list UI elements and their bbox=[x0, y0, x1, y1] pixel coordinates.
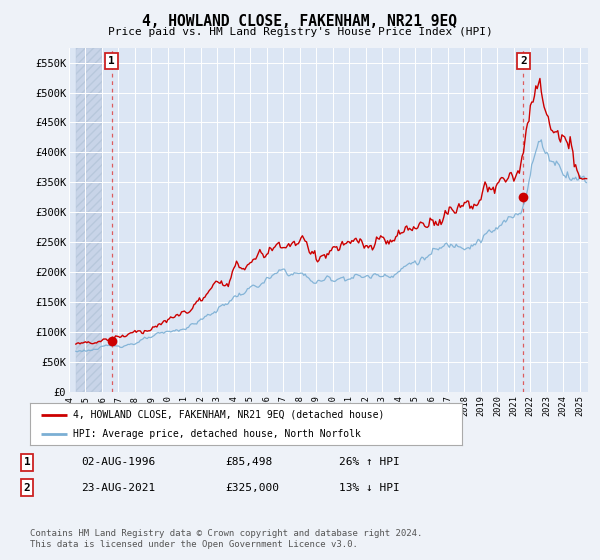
Text: £325,000: £325,000 bbox=[225, 483, 279, 493]
Text: 2: 2 bbox=[23, 483, 31, 493]
Text: Contains HM Land Registry data © Crown copyright and database right 2024.
This d: Contains HM Land Registry data © Crown c… bbox=[30, 529, 422, 549]
Text: 02-AUG-1996: 02-AUG-1996 bbox=[81, 458, 155, 468]
Text: 1: 1 bbox=[23, 458, 31, 468]
Text: 26% ↑ HPI: 26% ↑ HPI bbox=[339, 458, 400, 468]
Text: 13% ↓ HPI: 13% ↓ HPI bbox=[339, 483, 400, 493]
Text: 4, HOWLAND CLOSE, FAKENHAM, NR21 9EQ: 4, HOWLAND CLOSE, FAKENHAM, NR21 9EQ bbox=[143, 14, 458, 29]
Text: 1: 1 bbox=[108, 56, 115, 66]
Text: £85,498: £85,498 bbox=[225, 458, 272, 468]
Bar bbox=[76, 48, 102, 392]
Text: 2: 2 bbox=[520, 56, 527, 66]
Text: HPI: Average price, detached house, North Norfolk: HPI: Average price, detached house, Nort… bbox=[73, 429, 361, 439]
Text: 23-AUG-2021: 23-AUG-2021 bbox=[81, 483, 155, 493]
Text: Price paid vs. HM Land Registry's House Price Index (HPI): Price paid vs. HM Land Registry's House … bbox=[107, 27, 493, 37]
Text: 4, HOWLAND CLOSE, FAKENHAM, NR21 9EQ (detached house): 4, HOWLAND CLOSE, FAKENHAM, NR21 9EQ (de… bbox=[73, 409, 385, 419]
